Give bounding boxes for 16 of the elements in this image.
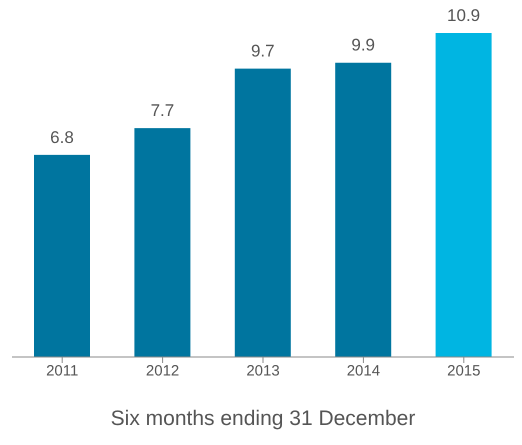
bar [34, 154, 90, 357]
x-tick-label: 2015 [447, 362, 480, 380]
data-label: 10.9 [447, 6, 480, 25]
bar [234, 68, 291, 357]
x-axis-title: Six months ending 31 December [110, 407, 416, 430]
bar [335, 62, 392, 357]
x-tick-label: 2013 [246, 362, 280, 380]
data-label: 9.9 [351, 36, 376, 55]
bar [436, 33, 492, 357]
x-tick-label: 2011 [46, 362, 78, 380]
x-tick-label: 2012 [146, 362, 180, 380]
data-label: 9.7 [250, 42, 275, 61]
x-tick-label: 2014 [346, 362, 380, 380]
bar [134, 128, 190, 357]
data-label: 6.8 [50, 128, 74, 147]
data-label: 7.7 [150, 101, 174, 120]
